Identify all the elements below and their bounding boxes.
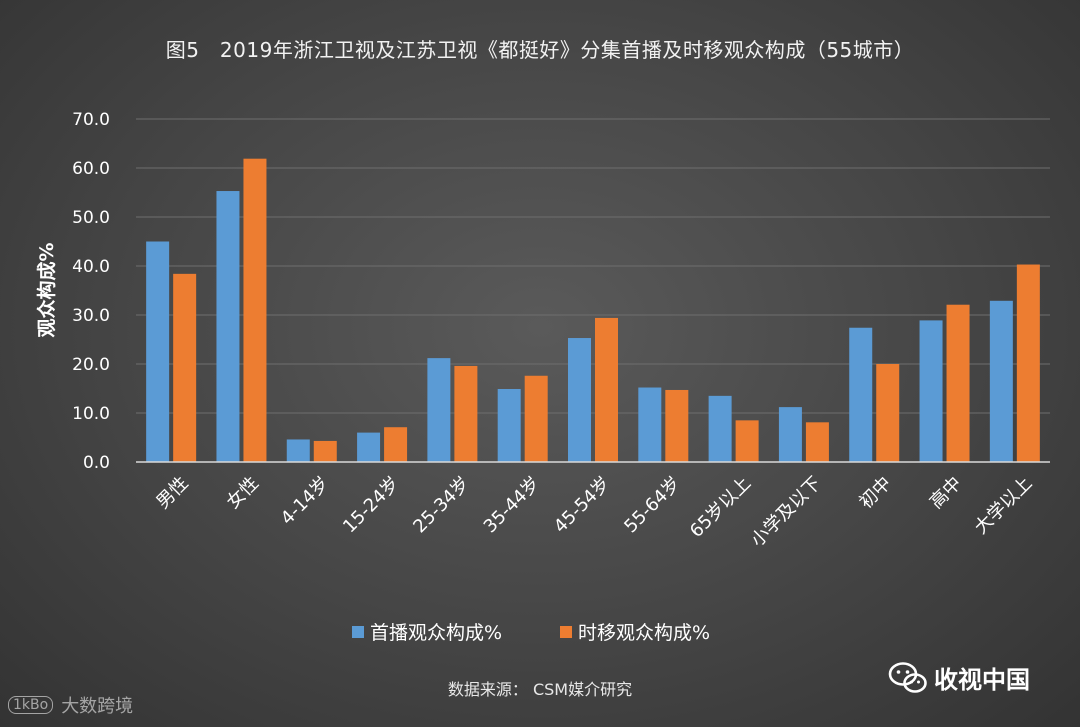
watermark-left: 1kBo 大数跨境 — [8, 692, 133, 718]
x-tick-label: 初中 — [855, 473, 895, 513]
bar-timeshift-4 — [454, 365, 478, 462]
gridlines — [136, 118, 1050, 414]
bar-timeshift-7 — [665, 389, 689, 462]
chart-title: 图5 2019年浙江卫视及江苏卫视《都挺好》分集首播及时移观众构成（55城市） — [165, 38, 915, 62]
y-tick-label: 0.0 — [83, 453, 110, 473]
x-tick-label: 高中 — [926, 473, 966, 513]
x-tick-label: 女性 — [223, 473, 263, 513]
bar-premiere-10 — [849, 327, 873, 462]
bar-timeshift-3 — [384, 427, 408, 462]
bar-premiere-6 — [568, 338, 591, 462]
y-tick-label: 60.0 — [72, 159, 110, 179]
bar-timeshift-10 — [876, 364, 900, 462]
bar-premiere-3 — [357, 432, 381, 462]
legend-swatch — [560, 626, 572, 638]
x-tick-label: 55-64岁 — [620, 473, 685, 538]
x-tick-label: 25-34岁 — [409, 473, 474, 538]
y-tick-label: 40.0 — [72, 257, 110, 277]
x-tick-label: 4-14岁 — [277, 473, 333, 529]
bar-premiere-0 — [146, 241, 170, 462]
x-tick-label: 65岁以上 — [686, 473, 755, 542]
x-tick-label: 男性 — [152, 473, 192, 513]
bar-premiere-7 — [638, 387, 662, 462]
y-tick-label: 50.0 — [72, 208, 110, 228]
legend-label: 首播观众构成% — [370, 622, 502, 644]
bar-timeshift-2 — [313, 440, 337, 462]
bar-premiere-9 — [778, 407, 802, 462]
bar-timeshift-8 — [735, 420, 759, 462]
source-note: 数据来源： CSM媒介研究 — [447, 680, 633, 699]
x-tick-label: 45-54岁 — [550, 473, 615, 538]
bar-premiere-2 — [286, 439, 310, 462]
bar-timeshift-6 — [595, 317, 618, 462]
legend: 首播观众构成% 时移观众构成% — [352, 622, 710, 644]
y-tick-label: 30.0 — [72, 306, 110, 326]
bar-premiere-12 — [989, 300, 1013, 462]
brand-logo-icon: 1kBo — [8, 696, 54, 714]
bar-premiere-11 — [919, 320, 943, 462]
y-axis-title: 观众构成% — [35, 242, 58, 337]
bar-premiere-4 — [427, 358, 451, 462]
bar-premiere-5 — [497, 388, 521, 462]
y-tick-label: 10.0 — [72, 404, 110, 424]
bar-timeshift-0 — [173, 273, 197, 462]
wechat-icon — [888, 661, 927, 693]
y-tick-label: 70.0 — [72, 110, 110, 130]
x-tick-label: 15-24岁 — [339, 473, 404, 538]
watermark-right: 收视中国 — [888, 660, 1030, 695]
watermark-left-text: 大数跨境 — [61, 696, 134, 717]
bar-timeshift-11 — [946, 304, 970, 462]
bar-premiere-1 — [216, 191, 240, 462]
bar-timeshift-1 — [243, 158, 267, 462]
bar-timeshift-9 — [805, 422, 829, 462]
legend-label: 时移观众构成% — [578, 622, 710, 644]
watermark-right-text: 收视中国 — [934, 666, 1030, 694]
x-tick-label: 35-44岁 — [480, 473, 545, 538]
y-tick-label: 20.0 — [72, 355, 110, 375]
x-tick-label: 大学以上 — [971, 473, 1037, 539]
bar-premiere-8 — [708, 395, 732, 462]
bars — [146, 158, 1040, 462]
legend-swatch — [352, 626, 364, 638]
bar-timeshift-12 — [1016, 264, 1040, 462]
bar-timeshift-5 — [524, 375, 548, 462]
x-tick-label: 小学及以下 — [747, 473, 825, 551]
